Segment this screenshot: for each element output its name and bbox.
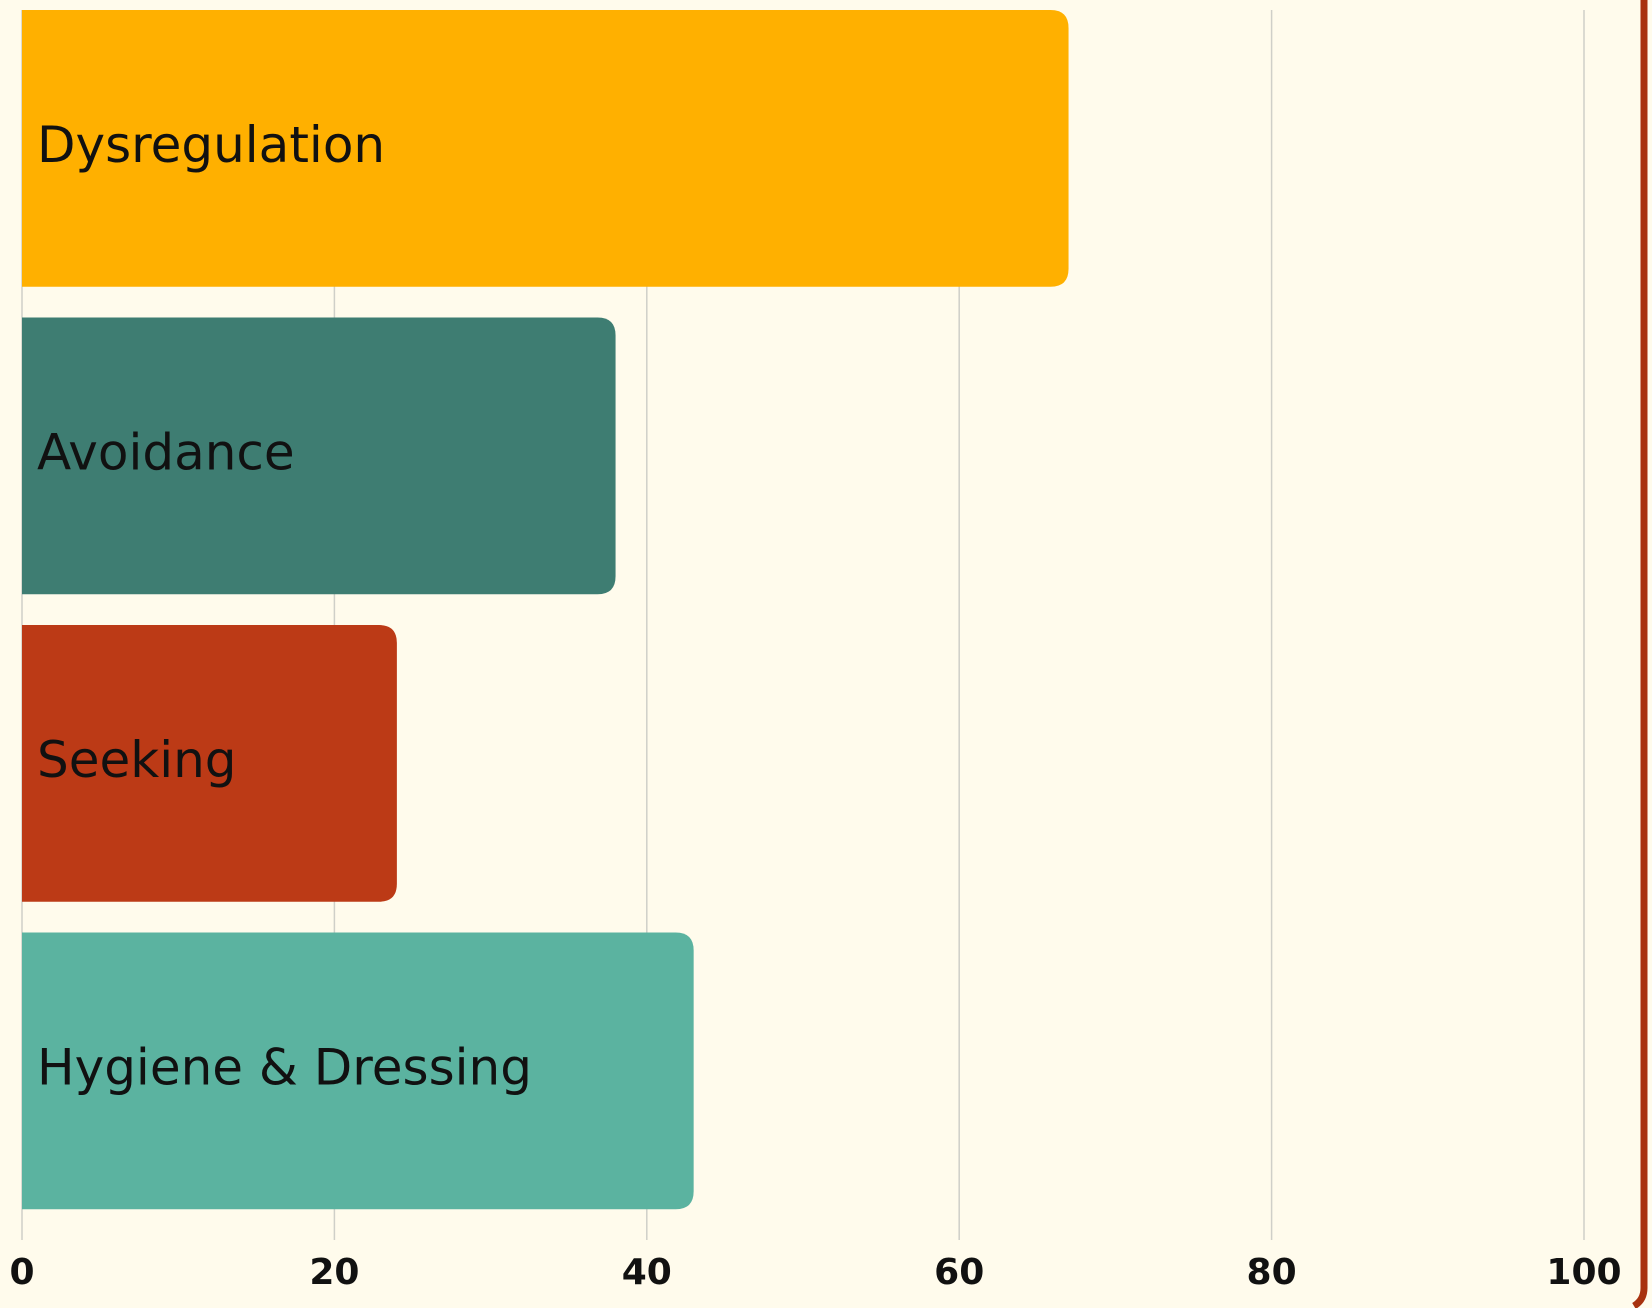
bar [22,932,694,1210]
x-tick-label: 100 [1546,1252,1621,1293]
x-tick-label: 0 [9,1252,34,1293]
category-label: Avoidance [37,423,295,481]
category-label: Dysregulation [37,116,385,174]
bar [22,10,1069,287]
x-tick-label: 20 [309,1252,359,1293]
bar [22,317,616,595]
frame-edge [1632,0,1648,1308]
x-tick-label: 80 [1247,1252,1297,1293]
x-tick-label: 60 [934,1252,984,1293]
category-label: Hygiene & Dressing [37,1038,532,1096]
bar [22,625,397,902]
category-label: Seeking [37,731,237,789]
x-tick-label: 40 [622,1252,672,1293]
